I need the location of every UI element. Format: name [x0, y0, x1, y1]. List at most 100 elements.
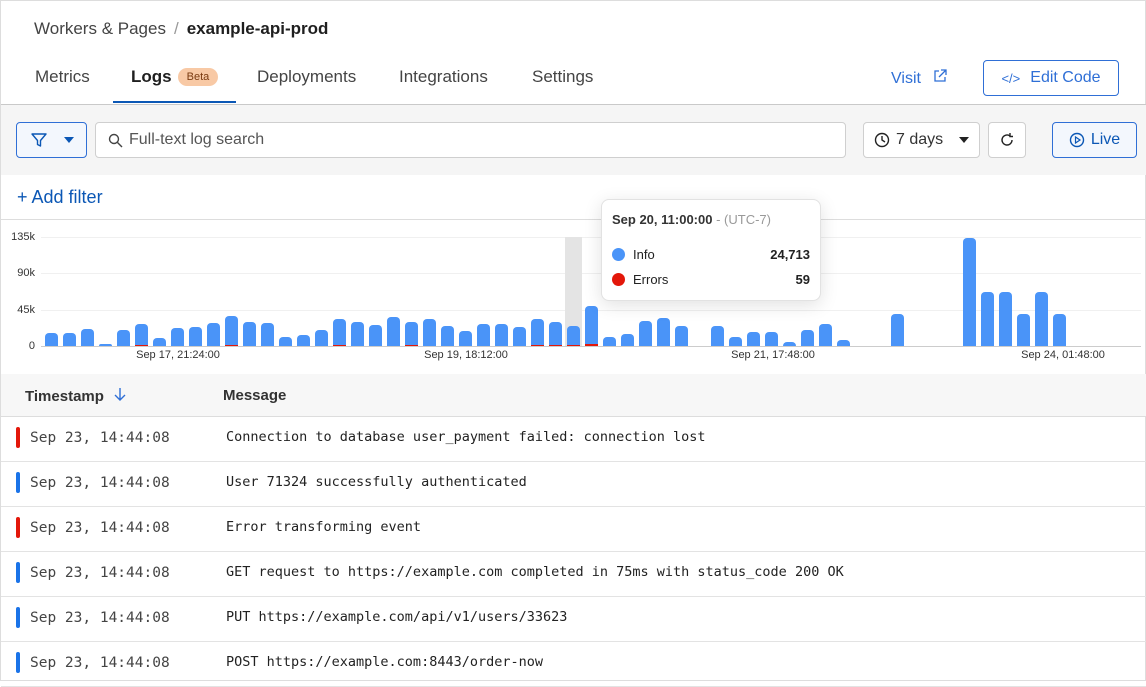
- error-bar[interactable]: [225, 345, 238, 346]
- info-bar[interactable]: [279, 337, 292, 346]
- info-bar[interactable]: [675, 325, 688, 346]
- info-bar[interactable]: [99, 344, 112, 346]
- error-bar[interactable]: [333, 345, 346, 346]
- tooltip-value: 24,713: [770, 247, 810, 262]
- beta-badge: Beta: [177, 68, 219, 86]
- info-bar[interactable]: [891, 313, 904, 346]
- info-bar[interactable]: [333, 319, 346, 346]
- error-bar[interactable]: [549, 345, 562, 346]
- info-bar[interactable]: [495, 324, 508, 346]
- time-range-select[interactable]: 7 days: [863, 122, 980, 158]
- error-bar[interactable]: [135, 345, 148, 346]
- info-bar[interactable]: [189, 326, 202, 346]
- info-bar[interactable]: [243, 321, 256, 346]
- info-bar[interactable]: [963, 237, 976, 346]
- error-bar[interactable]: [567, 345, 580, 346]
- info-bar[interactable]: [783, 341, 796, 346]
- filter-menu-button[interactable]: [16, 122, 87, 158]
- plus-icon: +: [17, 187, 28, 207]
- search-input[interactable]: Full-text log search: [95, 122, 846, 158]
- log-timestamp: Sep 23, 14:44:08: [30, 520, 170, 536]
- info-bar[interactable]: [153, 337, 166, 346]
- info-bar[interactable]: [207, 323, 220, 346]
- info-bar[interactable]: [459, 330, 472, 346]
- tab-settings[interactable]: Settings: [532, 67, 594, 86]
- info-bar[interactable]: [351, 321, 364, 346]
- info-bar[interactable]: [81, 329, 94, 346]
- info-bar[interactable]: [549, 321, 562, 346]
- timestamp-column-header[interactable]: Timestamp: [25, 387, 126, 405]
- tab-deployments[interactable]: Deployments: [257, 67, 357, 86]
- message-column-header[interactable]: Message: [223, 387, 287, 404]
- info-bar[interactable]: [387, 316, 400, 346]
- add-filter-button[interactable]: + Add filter: [17, 187, 103, 208]
- tab-logs[interactable]: Logs Beta: [113, 67, 237, 103]
- error-bar[interactable]: [585, 344, 598, 346]
- info-bar[interactable]: [405, 321, 418, 346]
- log-row[interactable]: Sep 23, 14:44:08 User 71324 successfully …: [1, 462, 1146, 507]
- info-bar[interactable]: [531, 319, 544, 346]
- log-message: Error transforming event: [226, 519, 422, 535]
- add-filter-label: Add filter: [31, 187, 103, 207]
- log-row[interactable]: Sep 23, 14:44:08 PUT https://example.com/…: [1, 597, 1146, 642]
- info-bar[interactable]: [765, 332, 778, 346]
- info-bar[interactable]: [1053, 313, 1066, 346]
- x-tick-label: Sep 21, 17:48:00: [731, 349, 815, 361]
- info-bar[interactable]: [261, 323, 274, 346]
- info-bar[interactable]: [315, 329, 328, 346]
- code-icon: </>: [1001, 70, 1021, 86]
- log-row[interactable]: Sep 23, 14:44:08 GET request to https://e…: [1, 552, 1146, 597]
- x-tick-label: Sep 17, 21:24:00: [136, 349, 220, 361]
- info-bar[interactable]: [819, 324, 832, 346]
- info-bar[interactable]: [441, 325, 454, 346]
- info-bar[interactable]: [801, 329, 814, 346]
- external-link-icon: [934, 69, 948, 82]
- log-row[interactable]: Sep 23, 14:44:08 POST https://example.com…: [1, 642, 1146, 687]
- header-divider: [1, 104, 1146, 105]
- error-bar[interactable]: [531, 345, 544, 346]
- info-bar[interactable]: [603, 337, 616, 346]
- search-icon: [108, 133, 123, 147]
- info-bar[interactable]: [477, 324, 490, 346]
- info-bar[interactable]: [63, 333, 76, 346]
- info-bar[interactable]: [981, 291, 994, 346]
- info-bar[interactable]: [225, 316, 238, 346]
- info-bar[interactable]: [837, 340, 850, 346]
- log-row[interactable]: Sep 23, 14:44:08 Connection to database u…: [1, 417, 1146, 462]
- tooltip-value: 59: [795, 272, 810, 287]
- log-message: Connection to database user_payment fail…: [226, 429, 706, 445]
- info-bar[interactable]: [513, 326, 526, 346]
- info-bar[interactable]: [423, 319, 436, 346]
- breadcrumb-separator: /: [173, 19, 179, 38]
- info-bar[interactable]: [621, 333, 634, 346]
- info-bar[interactable]: [117, 329, 130, 346]
- chart-tooltip: Sep 20, 11:00:00 - (UTC-7) Info 24,713 Er…: [601, 199, 821, 301]
- info-bar[interactable]: [657, 317, 670, 346]
- log-message: User 71324 successfully authenticated: [226, 474, 527, 490]
- info-bar[interactable]: [585, 305, 598, 346]
- info-bar[interactable]: [369, 325, 382, 346]
- info-bar[interactable]: [1035, 291, 1048, 346]
- edit-code-button[interactable]: </> Edit Code: [983, 60, 1119, 96]
- info-bar[interactable]: [747, 332, 760, 346]
- info-bar[interactable]: [1017, 313, 1030, 346]
- info-bar[interactable]: [171, 328, 184, 346]
- live-button[interactable]: Live: [1052, 122, 1137, 158]
- info-bar[interactable]: [45, 333, 58, 346]
- breadcrumb-parent[interactable]: Workers & Pages: [34, 19, 166, 38]
- refresh-button[interactable]: [988, 122, 1026, 158]
- info-bar[interactable]: [729, 337, 742, 346]
- divider: [1, 219, 1146, 220]
- log-row[interactable]: Sep 23, 14:44:08 Error transforming event: [1, 507, 1146, 552]
- info-bar[interactable]: [711, 325, 724, 346]
- info-bar[interactable]: [297, 334, 310, 346]
- error-bar[interactable]: [405, 345, 418, 346]
- tab-integrations[interactable]: Integrations: [399, 67, 488, 86]
- tab-metrics[interactable]: Metrics: [35, 67, 90, 86]
- info-bar[interactable]: [135, 324, 148, 346]
- info-bar[interactable]: [999, 291, 1012, 346]
- visit-link[interactable]: Visit: [891, 69, 948, 88]
- info-bar[interactable]: [567, 326, 580, 346]
- y-tick-label: 90k: [17, 267, 35, 279]
- info-bar[interactable]: [639, 320, 652, 346]
